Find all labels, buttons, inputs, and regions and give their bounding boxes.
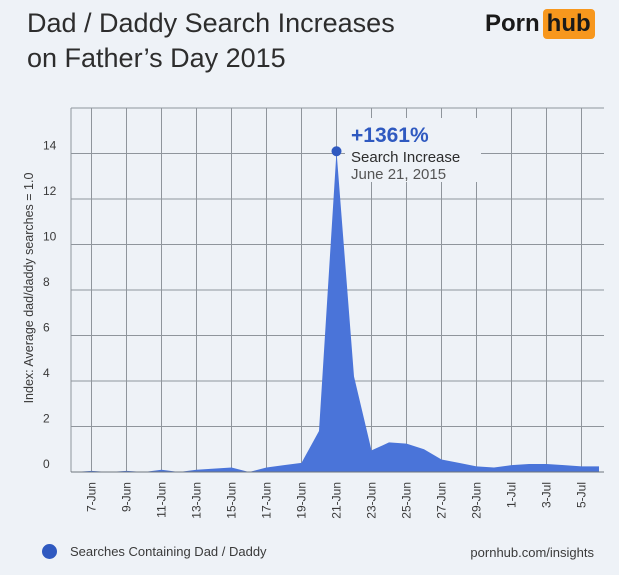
y-tick-label: 6 [43,321,50,335]
x-tick-label: 3-Jul [540,482,554,508]
y-tick-label: 8 [43,275,50,289]
x-tick-label: 15-Jun [225,482,239,519]
callout-background [345,118,481,182]
x-tick-label: 1-Jul [505,482,519,508]
x-tick-label: 11-Jun [155,482,169,518]
x-tick-label: 9-Jun [120,482,134,512]
y-tick-label: 12 [43,184,57,198]
x-tick-label: 5-Jul [575,482,589,508]
legend-label: Searches Containing Dad / Daddy [70,544,267,559]
logo-text-part1: Porn [485,10,540,37]
x-tick-label: 25-Jun [400,482,414,519]
x-tick-label: 13-Jun [190,482,204,519]
y-tick-label: 0 [43,457,50,471]
chart-title: Dad / Daddy Search Increases on Father’s… [27,6,395,76]
y-tick-label: 4 [43,366,50,380]
y-tick-label: 14 [43,139,57,153]
series-area [74,151,599,472]
axis-ticks: 0 2 4 6 8 10 12 14 7-Jun 9-Jun 11-Jun 13-Jun 15-Jun 1… [43,139,589,519]
y-tick-label: 2 [43,412,50,426]
area-chart: 0 2 4 6 8 10 12 14 7-Jun 9-Jun 11-Jun 13-Jun 15-Jun 1… [22,107,604,519]
x-tick-label: 27-Jun [435,482,449,519]
legend: Searches Containing Dad / Daddy [42,544,267,559]
title-line-1: Dad / Daddy Search Increases [27,8,395,38]
x-tick-label: 23-Jun [365,482,379,519]
callout-line3: June 21, 2015 [351,166,446,183]
callout-value: +1361% [351,124,429,147]
callout-line2: Search Increase [351,149,460,166]
peak-marker [331,146,342,157]
peak-callout: +1361% Search Increase June 21, 2015 [345,118,481,183]
x-tick-label: 17-Jun [260,482,274,519]
y-axis-label: Index: Average dad/daddy searches = 1.0 [22,173,36,404]
x-tick-label: 29-Jun [470,482,484,519]
x-tick-label: 21-Jun [330,482,344,519]
source-credit: pornhub.com/insights [470,545,594,560]
series-area-layer [71,146,604,473]
title-line-2: on Father’s Day 2015 [27,43,286,73]
logo-text-part2: hub [542,9,595,39]
x-tick-label: 7-Jun [85,482,99,512]
legend-marker [42,544,57,559]
y-tick-label: 10 [43,230,57,244]
brand-logo: Porn hub [485,8,595,40]
x-tick-label: 19-Jun [295,482,309,519]
